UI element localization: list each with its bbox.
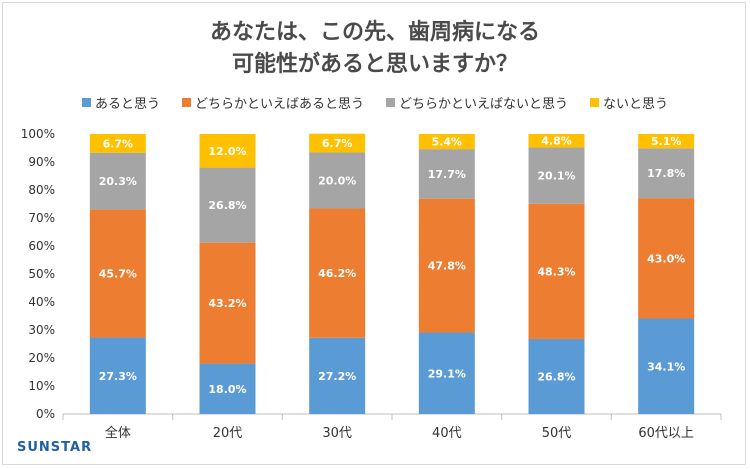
- y-tick-label-0: 0%: [36, 407, 55, 421]
- bar-0-2: [309, 337, 366, 414]
- bar-2-0: [89, 152, 146, 210]
- data-label-0-0: 27.3%: [99, 370, 137, 383]
- bar-1-0: [89, 209, 146, 338]
- bar-0-4: [528, 338, 585, 414]
- bar-3-0: [89, 134, 146, 153]
- data-label-2-5: 17.8%: [647, 167, 685, 180]
- legend-item-series-0: あると思う: [81, 93, 160, 112]
- y-tick-label-4: 40%: [28, 295, 55, 309]
- legend-label-series-2: どちらかといえばないと思う: [399, 97, 569, 112]
- y-tick-label-6: 60%: [28, 239, 55, 253]
- data-label-0-1: 18.0%: [208, 383, 246, 396]
- bar-1-5: [638, 198, 695, 319]
- chart-title: あなたは、この先、歯周病になる 可能性があると思いますか？: [3, 17, 747, 81]
- bar-2-4: [528, 147, 585, 204]
- data-label-2-2: 20.0%: [318, 174, 356, 187]
- bar-0-0: [89, 337, 146, 414]
- data-label-0-3: 29.1%: [428, 367, 466, 380]
- x-category-label-2: 30代: [322, 426, 352, 441]
- y-tick-label-7: 70%: [28, 211, 55, 225]
- data-label-2-3: 17.7%: [428, 168, 466, 181]
- bar-0-1: [199, 363, 256, 414]
- bar-3-3: [418, 134, 475, 150]
- y-tick-label-5: 50%: [28, 267, 55, 281]
- data-label-0-2: 27.2%: [318, 370, 356, 383]
- data-label-1-3: 47.8%: [428, 260, 466, 273]
- legend-swatch-series-0: [81, 98, 91, 107]
- y-tick-label-3: 30%: [28, 323, 55, 337]
- data-label-3-2: 6.7%: [322, 137, 353, 150]
- data-label-2-4: 20.1%: [537, 170, 575, 183]
- chart-legend: あると思う どちらかといえばあると思う どちらかといえばないと思う ないと思う: [3, 93, 747, 112]
- bar-1-2: [309, 208, 366, 338]
- data-label-3-4: 4.8%: [541, 135, 572, 148]
- bar-2-3: [418, 149, 475, 199]
- x-category-label-3: 40代: [432, 426, 462, 441]
- data-label-0-4: 26.8%: [537, 370, 575, 383]
- bar-1-3: [418, 198, 475, 333]
- data-label-3-5: 5.1%: [651, 135, 682, 148]
- legend-item-series-3: ないと思う: [590, 93, 668, 112]
- y-tick-label-1: 10%: [28, 379, 55, 393]
- legend-swatch-series-1: [181, 98, 191, 107]
- data-label-3-1: 12.0%: [208, 145, 246, 158]
- data-label-1-4: 48.3%: [537, 265, 575, 278]
- x-category-label-4: 50代: [542, 426, 572, 441]
- x-category-label-5: 60代以上: [638, 426, 694, 441]
- y-tick-label-8: 80%: [28, 183, 55, 197]
- data-label-1-5: 43.0%: [647, 252, 685, 265]
- bar-3-2: [309, 133, 366, 153]
- chart-title-line-2: 可能性があると思いますか？: [231, 52, 518, 77]
- bar-3-4: [528, 134, 585, 148]
- x-category-label-0: 全体: [105, 425, 131, 441]
- data-label-0-5: 34.1%: [647, 360, 685, 373]
- bar-0-3: [418, 332, 475, 414]
- legend-item-series-1: どちらかといえばあると思う: [181, 93, 364, 112]
- chart-frame: あなたは、この先、歯周病になる 可能性があると思いますか？ あると思う どちらか…: [2, 2, 746, 465]
- legend-item-series-2: どちらかといえばないと思う: [386, 93, 568, 112]
- bar-3-1: [199, 134, 256, 168]
- brand-logo-text: SUNSTAR: [17, 440, 93, 455]
- x-category-label-1: 20代: [213, 426, 243, 441]
- legend-swatch-series-2: [386, 98, 395, 107]
- bar-1-1: [199, 242, 256, 364]
- y-tick-label-10: 100%: [21, 127, 55, 141]
- data-label-1-0: 45.7%: [99, 268, 137, 281]
- legend-label-series-1: どちらかといえばあると思う: [194, 97, 364, 112]
- bar-0-5: [638, 318, 695, 414]
- y-tick-label-9: 90%: [28, 155, 55, 169]
- data-label-3-3: 5.4%: [432, 136, 463, 149]
- bar-2-2: [309, 152, 366, 209]
- data-label-2-0: 20.3%: [99, 175, 137, 188]
- bar-1-4: [528, 203, 585, 339]
- data-label-2-1: 26.8%: [208, 199, 246, 212]
- legend-swatch-series-3: [590, 98, 600, 107]
- y-tick-label-2: 20%: [28, 351, 55, 365]
- bar-2-5: [638, 148, 695, 199]
- data-label-1-2: 46.2%: [318, 267, 356, 280]
- data-label-3-0: 6.7%: [103, 137, 134, 150]
- chart-title-line-1: あなたは、この先、歯周病になる: [209, 20, 540, 45]
- legend-label-series-3: ないと思う: [603, 97, 669, 112]
- data-label-1-1: 43.2%: [208, 297, 246, 310]
- bar-3-5: [638, 134, 695, 149]
- legend-label-series-0: あると思う: [94, 97, 160, 112]
- stacked-bar-plot: 0% 10% 20% 30% 40% 50% 60% 70% 80% 90% 100% 27.3% 45…: [21, 127, 722, 441]
- bar-2-1: [199, 167, 256, 243]
